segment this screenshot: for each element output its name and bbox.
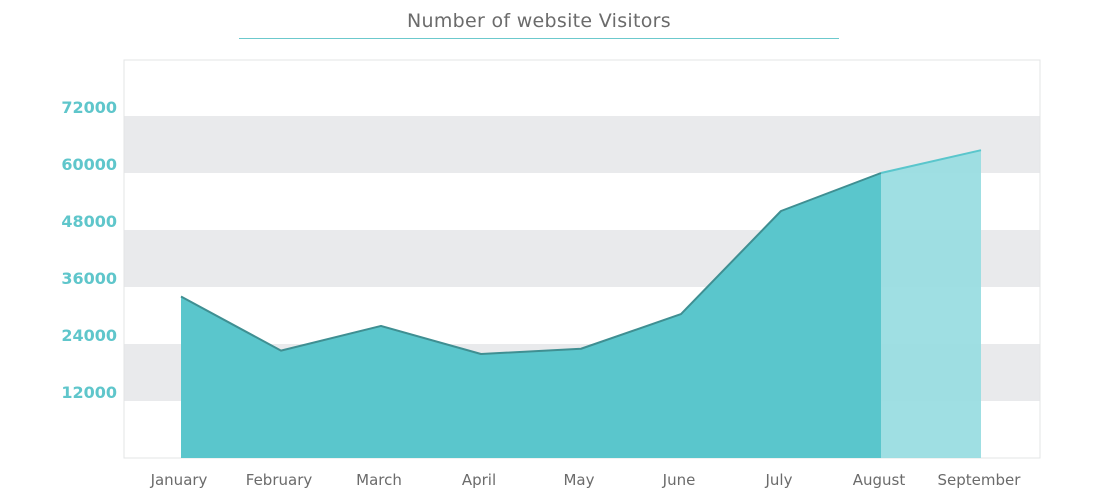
grid-band bbox=[124, 116, 1040, 173]
x-axis-ticks: January February March April May June July Augu… bbox=[150, 471, 1022, 489]
x-tick-label: March bbox=[356, 471, 402, 489]
y-tick-label: 72000 bbox=[61, 98, 117, 117]
x-tick-label: June bbox=[662, 471, 696, 489]
x-tick-label: April bbox=[462, 471, 496, 489]
area-fill bbox=[181, 173, 881, 458]
highlight-area-fill bbox=[881, 150, 981, 458]
series-line bbox=[180, 172, 882, 355]
x-tick-label: September bbox=[938, 471, 1022, 489]
chart-title: Number of website Visitors bbox=[407, 10, 671, 32]
title-underline bbox=[239, 38, 839, 39]
y-tick-label: 60000 bbox=[61, 155, 117, 174]
y-tick-label: 36000 bbox=[61, 269, 117, 288]
x-tick-label: May bbox=[563, 471, 594, 489]
x-tick-label: July bbox=[765, 471, 793, 489]
y-tick-label: 48000 bbox=[61, 212, 117, 231]
y-tick-label: 24000 bbox=[61, 326, 117, 345]
y-tick-label: 12000 bbox=[61, 383, 117, 402]
x-tick-label: January bbox=[150, 471, 208, 489]
area-layer bbox=[180, 149, 982, 458]
x-tick-label: August bbox=[853, 471, 906, 489]
y-axis-ticks: 12000 24000 36000 48000 60000 72000 bbox=[61, 98, 117, 402]
highlight-line bbox=[880, 149, 982, 174]
x-tick-label: February bbox=[246, 471, 313, 489]
